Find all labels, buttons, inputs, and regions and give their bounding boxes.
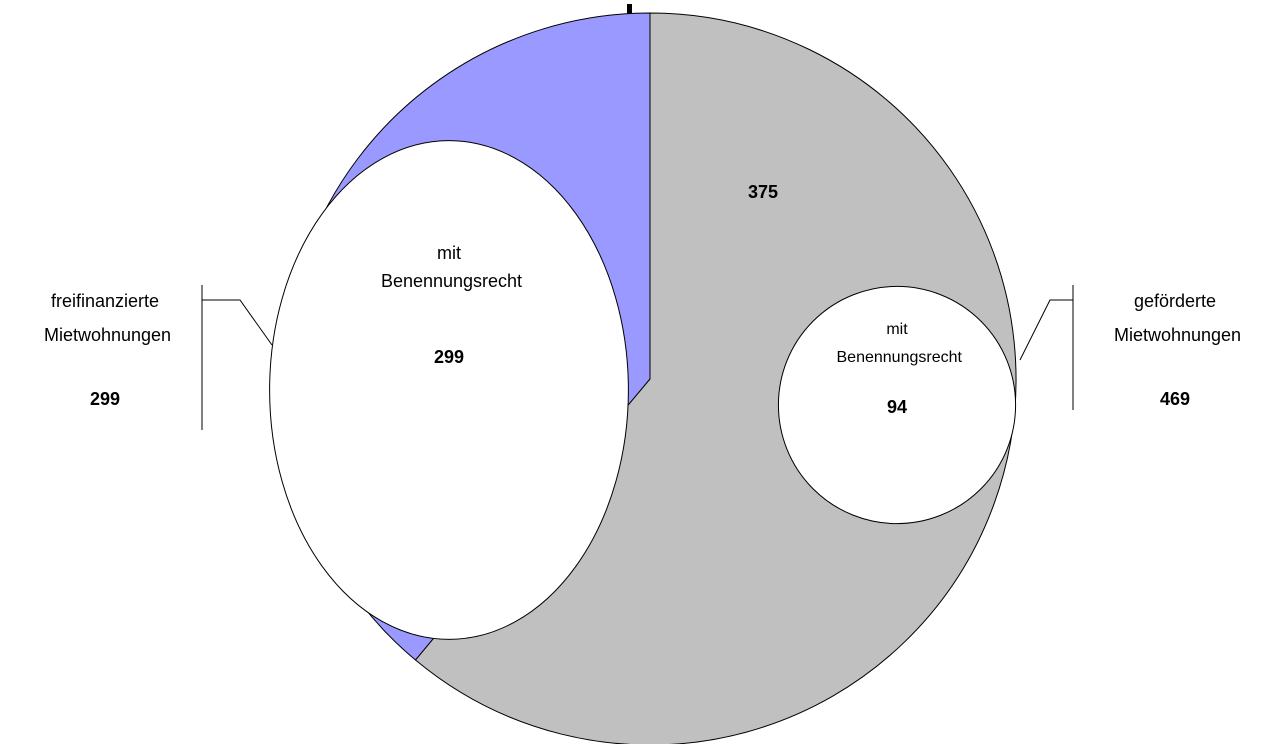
subset-label: mit Benennungsrecht bbox=[376, 243, 522, 291]
leader-line bbox=[202, 299, 273, 346]
marker bbox=[627, 4, 632, 16]
category-value: 299 bbox=[90, 389, 120, 409]
category-label: geförderte Mietwohnungen bbox=[1109, 291, 1241, 345]
subset-label: mit Benennungsrecht bbox=[832, 321, 962, 366]
subset-value: 299 bbox=[434, 347, 464, 367]
leader-line bbox=[1019, 299, 1073, 361]
subset-value: 94 bbox=[887, 397, 907, 417]
remaining-value: 375 bbox=[748, 182, 778, 202]
category-label: freifinanzierte Mietwohnungen bbox=[39, 291, 171, 345]
subset-ellipse bbox=[777, 285, 1017, 525]
category-value: 469 bbox=[1160, 389, 1190, 409]
subset-ellipse bbox=[269, 140, 629, 640]
